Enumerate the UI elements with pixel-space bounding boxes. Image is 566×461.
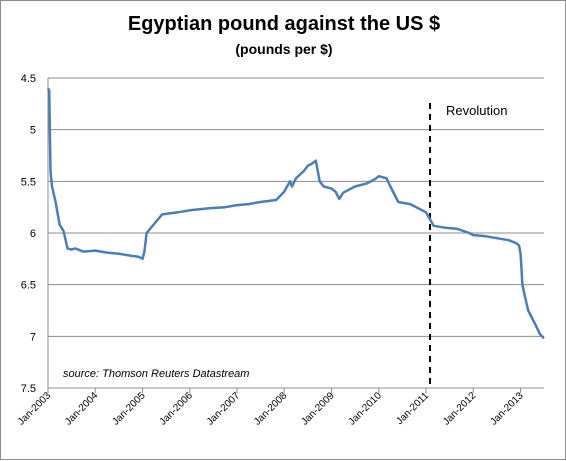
x-tick-label: Jan-2013	[488, 390, 526, 428]
y-tick-label: 7.5	[21, 383, 36, 395]
chart-subtitle: (pounds per $)	[235, 41, 333, 57]
revolution-label: Revolution	[446, 103, 507, 118]
x-tick-label: Jan-2008	[252, 390, 290, 428]
x-tick-label: Jan-2009	[299, 390, 337, 428]
x-tick-label: Jan-2007	[205, 390, 243, 428]
y-tick-label: 5.5	[21, 176, 36, 188]
y-tick-label: 6.5	[21, 280, 36, 292]
exchange-rate-line	[46, 87, 545, 340]
x-tick-label: Jan-2004	[63, 390, 101, 428]
x-tick-label: Jan-2003	[16, 390, 54, 428]
y-tick-label: 5	[30, 125, 36, 137]
x-tick-label: Jan-2006	[158, 390, 196, 428]
x-tick-label: Jan-2010	[347, 390, 385, 428]
x-tick-label: Jan-2012	[441, 390, 479, 428]
source-note: source: Thomson Reuters Datastream	[63, 368, 249, 380]
y-tick-label: 7	[30, 331, 36, 343]
y-tick-label: 6	[30, 228, 36, 240]
chart-title: Egyptian pound against the US $	[127, 13, 441, 35]
x-tick-label: Jan-2005	[110, 390, 148, 428]
y-tick-label: 4.5	[21, 73, 36, 85]
x-tick-label: Jan-2011	[394, 390, 431, 427]
